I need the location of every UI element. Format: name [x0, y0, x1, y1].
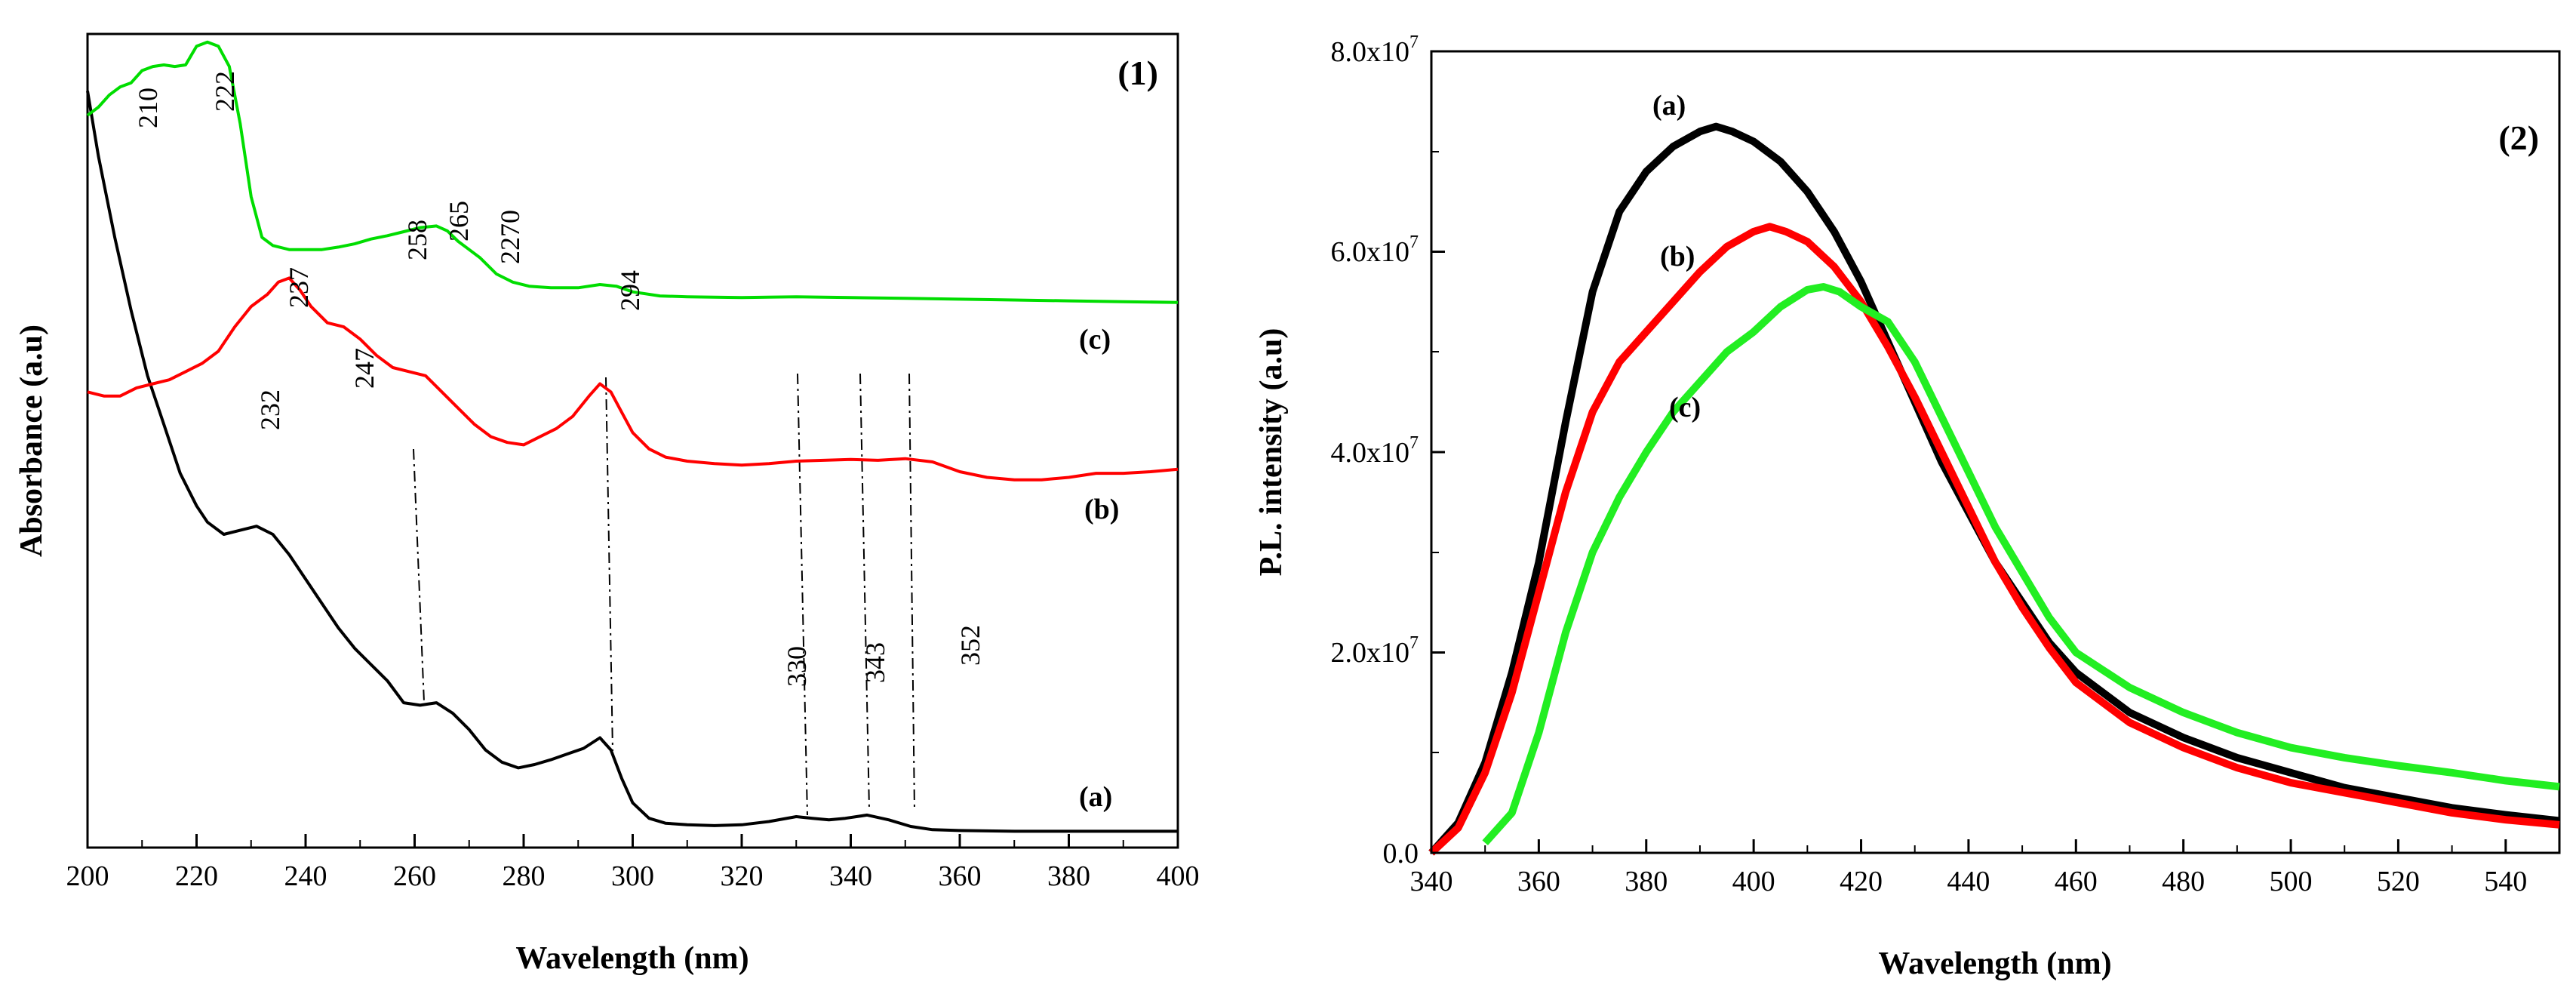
panel-2-label: (2) [2498, 118, 2539, 157]
x-tick-label-260: 260 [393, 860, 436, 892]
panel-1-x-axis-title: Wavelength (nm) [515, 941, 749, 976]
panel-2-curve-labels: (a) (b) (c) [1652, 90, 1701, 423]
x-tick-label-460: 460 [2055, 866, 2098, 897]
peak-label-265: 265 [444, 201, 474, 242]
x-tick-label-480: 480 [2162, 866, 2205, 897]
peak-label-237: 237 [284, 267, 314, 308]
x-tick-label-540: 540 [2484, 866, 2527, 897]
x-tick-label-520: 520 [2377, 866, 2420, 897]
series-line-b [1428, 223, 2560, 856]
panel-1-curve-labels: (a) (b) (c) [1079, 324, 1119, 813]
x-tick-label-400: 400 [1732, 866, 1775, 897]
x-tick-label-220: 220 [175, 860, 218, 892]
panel-2-plot-frame [1430, 50, 2561, 854]
peak-label-210: 210 [133, 88, 163, 128]
x-tick-label-340: 340 [829, 860, 872, 892]
x-tick-label-280: 280 [503, 860, 546, 892]
panel-2-y-ticks: 0.0 2.0x107 4.0x107 6.0x107 8.0x107 [1331, 32, 1445, 869]
dashdot-line-294 [605, 377, 613, 752]
x-tick-label-440: 440 [1947, 866, 1990, 897]
panel-2-x-axis-title: Wavelength (nm) [1878, 946, 2111, 981]
x-tick-label-420: 420 [1840, 866, 1883, 897]
y-tick-label-6e7: 6.0x107 [1331, 232, 1419, 268]
panel-1-x-ticks: 200 220 240 260 280 300 320 340 360 380 400 [66, 834, 1200, 892]
dashdot-line-343 [859, 373, 870, 810]
y-tick-label-2e7: 2.0x107 [1331, 633, 1419, 669]
series-line-a [86, 91, 1178, 833]
x-tick-label-400: 400 [1157, 860, 1200, 892]
peak-label-258: 258 [402, 220, 432, 260]
panel-2-x-ticks: 340 360 380 400 420 440 460 480 500 520 540 [1410, 839, 2527, 897]
peak-label-330: 330 [782, 646, 812, 687]
x-tick-label-360: 360 [939, 860, 982, 892]
panel-1-dashdot-lines [413, 373, 915, 816]
series-line-a [1428, 122, 2560, 856]
peak-label-343: 343 [860, 642, 890, 683]
panel-1-series [86, 40, 1179, 833]
peak-label-247: 247 [349, 348, 380, 389]
x-tick-label-340: 340 [1410, 866, 1453, 897]
x-tick-label-300: 300 [611, 860, 654, 892]
panel-2-y-axis-title: P.L. intensity (a.u) [1254, 328, 1289, 577]
panel-2-series [1428, 122, 2560, 856]
curve-label-b: (b) [1660, 241, 1695, 272]
curve-label-c: (c) [1669, 392, 1701, 423]
dashdot-line-330 [797, 373, 808, 816]
panel-1-y-axis-title: Absorbance (a.u) [14, 325, 49, 557]
x-tick-label-240: 240 [284, 860, 327, 892]
panel-1-label: (1) [1117, 54, 1158, 92]
x-tick-label-320: 320 [721, 860, 764, 892]
curve-label-a: (a) [1652, 90, 1686, 122]
peak-label-294: 294 [615, 270, 645, 311]
x-tick-label-360: 360 [1517, 866, 1560, 897]
panel-1-peak-annotations: 210 222 237 232 247 258 265 2270 294 330… [133, 71, 985, 687]
series-line-c [86, 40, 1179, 304]
curve-label-a: (a) [1079, 781, 1112, 813]
x-tick-label-380: 380 [1047, 860, 1090, 892]
series-line-c [1482, 283, 2560, 846]
curve-label-b: (b) [1084, 494, 1119, 525]
curve-label-c: (c) [1079, 324, 1111, 355]
peak-label-222: 222 [210, 71, 240, 112]
x-tick-label-380: 380 [1625, 866, 1668, 897]
y-tick-label-8e7: 8.0x107 [1331, 32, 1419, 68]
panel-1-plot-frame [86, 32, 1179, 849]
dashdot-line-258 [413, 448, 425, 703]
peak-label-232: 232 [255, 389, 285, 430]
x-tick-label-200: 200 [66, 860, 109, 892]
series-line-b [87, 276, 1179, 482]
peak-label-352: 352 [955, 625, 985, 666]
y-tick-label-4e7: 4.0x107 [1331, 433, 1419, 469]
dashdot-line-352 [908, 373, 915, 812]
panel-2: 340 360 380 400 420 440 460 480 500 520 540 0.0 2.… [1254, 32, 2561, 981]
y-tick-label-0: 0.0 [1383, 838, 1419, 869]
panel-1: 200 220 240 260 280 300 320 340 360 380 400 (1) Wa… [14, 32, 1200, 976]
peak-label-2270: 2270 [495, 210, 525, 264]
x-tick-label-500: 500 [2270, 866, 2313, 897]
